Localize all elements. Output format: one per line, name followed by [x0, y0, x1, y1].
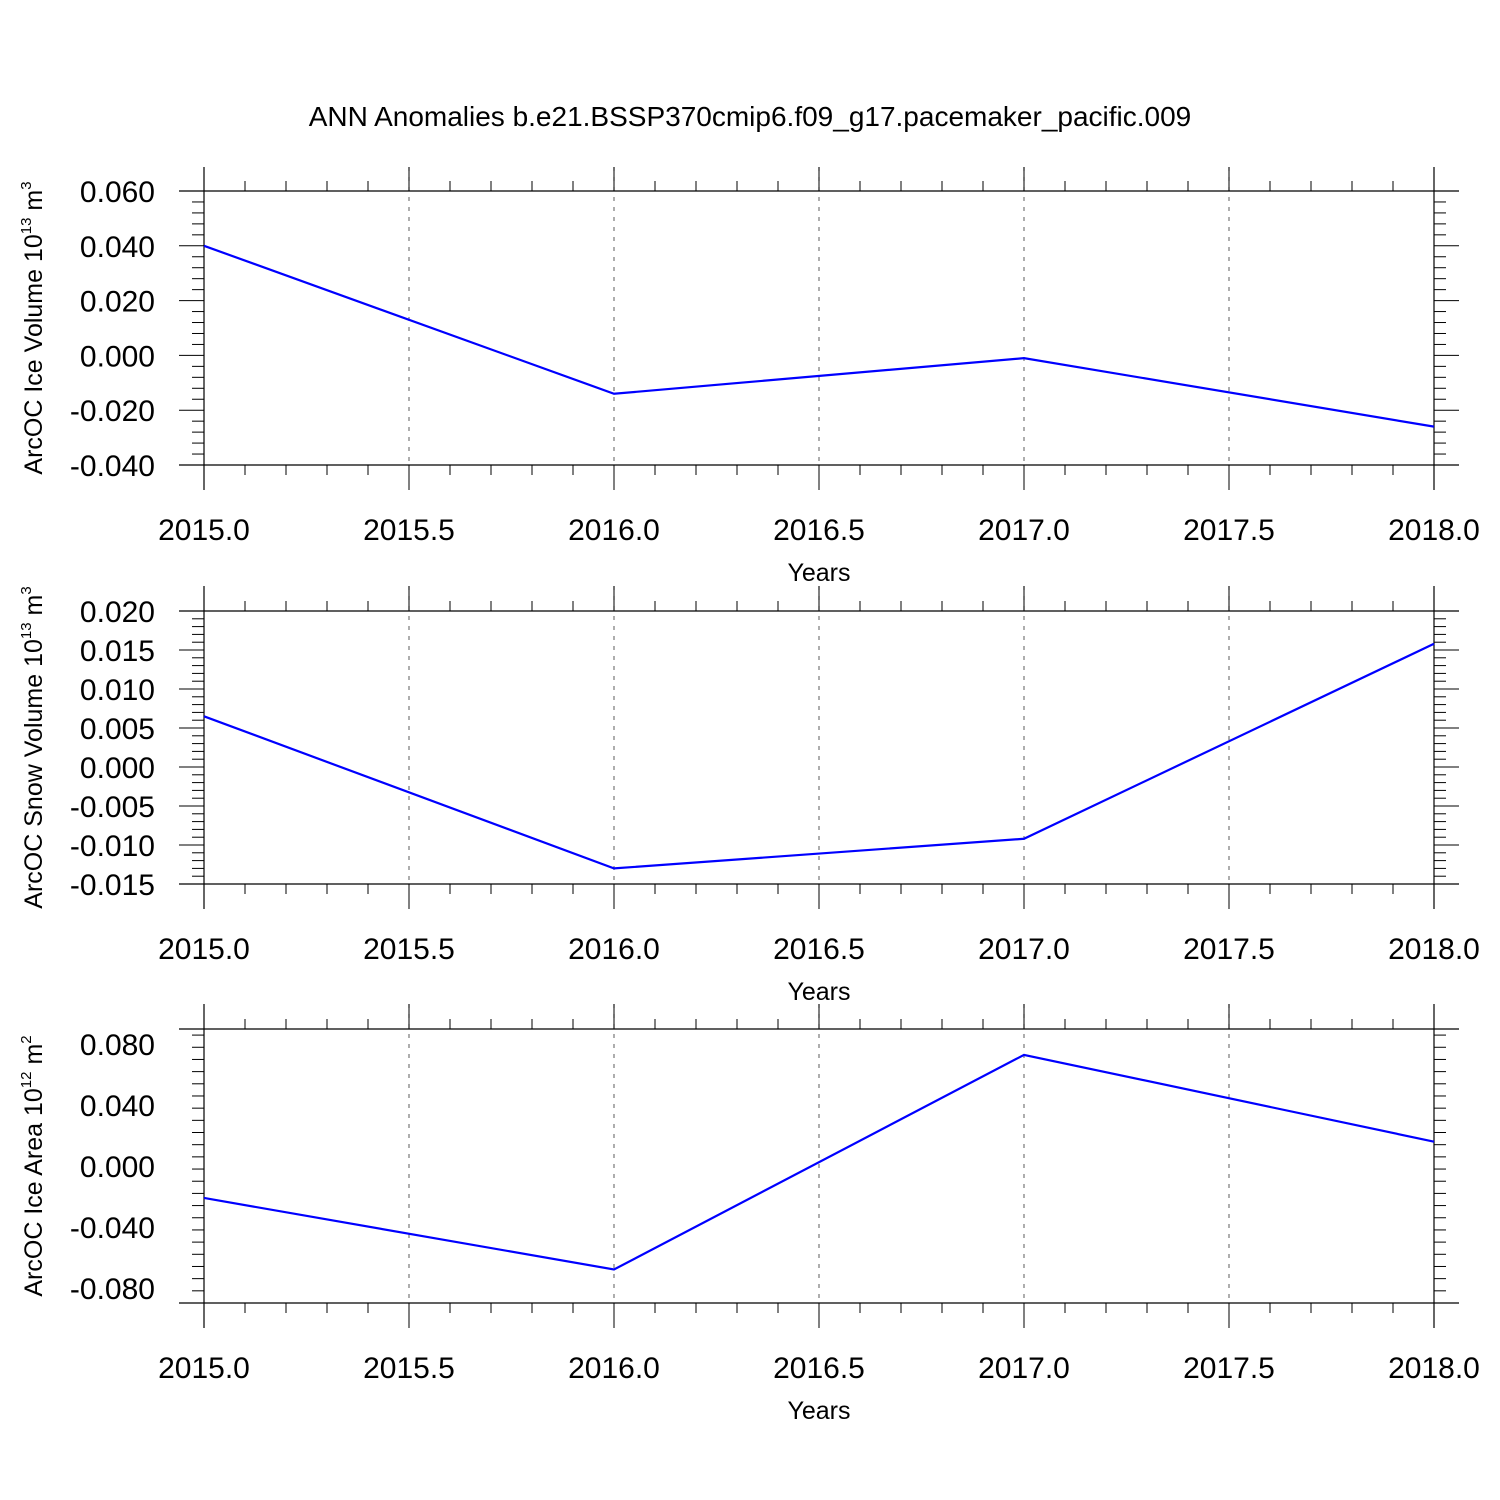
x-tick-label: 2018.0 — [1388, 514, 1480, 547]
x-tick-label: 2016.0 — [568, 933, 660, 966]
x-tick-label: 2016.0 — [568, 514, 660, 547]
y-axis-title-main: ArcOC Ice Volume 10 — [20, 234, 48, 474]
x-tick-label: 2017.0 — [978, 1352, 1070, 1385]
y-tick-label: -0.015 — [70, 869, 155, 902]
y-tick-label: -0.080 — [70, 1273, 155, 1306]
y-tick-label: 0.040 — [80, 1090, 155, 1123]
y-tick-label: -0.005 — [70, 791, 155, 824]
y-axis-title-main: ArcOC Snow Volume 10 — [20, 639, 48, 909]
y-tick-label: -0.040 — [70, 1212, 155, 1245]
x-tick-label: 2017.5 — [1183, 514, 1275, 547]
x-tick-label: 2017.0 — [978, 514, 1070, 547]
y-axis-title: ArcOC Ice Volume 1013 m3 — [18, 181, 48, 474]
x-tick-label: 2015.0 — [158, 514, 250, 547]
x-tick-label: 2016.5 — [773, 1352, 865, 1385]
y-tick-label: 0.060 — [80, 176, 155, 209]
y-tick-label: 0.010 — [80, 674, 155, 707]
y-tick-label: 0.000 — [80, 1151, 155, 1184]
y-axis-title-unit_exp: 3 — [18, 181, 35, 189]
y-tick-label: 0.020 — [80, 596, 155, 629]
y-axis-title-exp: 13 — [18, 622, 35, 639]
panel-1: 2015.0 2015.5 2016.0 2016.5 2017.0 2017.5 2018… — [18, 167, 1480, 587]
x-tick-label: 2015.0 — [158, 933, 250, 966]
y-tick-label: 0.000 — [80, 340, 155, 373]
x-tick-label: 2016.0 — [568, 1352, 660, 1385]
y-axis-title-exp: 13 — [18, 218, 35, 235]
x-axis-title: Years — [787, 559, 850, 587]
series-line — [203, 642, 1435, 870]
x-tick-label: 2015.0 — [158, 1352, 250, 1385]
y-axis-title-unit_exp: 2 — [18, 1035, 35, 1043]
y-tick-label: 0.005 — [80, 713, 155, 746]
x-tick-label: 2015.5 — [363, 514, 455, 547]
x-tick-label: 2015.5 — [363, 1352, 455, 1385]
series-line — [203, 1053, 1435, 1271]
x-tick-label: 2015.5 — [363, 933, 455, 966]
x-tick-label: 2018.0 — [1388, 1352, 1480, 1385]
y-axis-title-unit: m — [20, 1044, 48, 1072]
y-axis-title-unit_exp: 3 — [18, 586, 35, 594]
x-axis-title: Years — [787, 978, 850, 1006]
x-tick-label: 2016.5 — [773, 933, 865, 966]
x-tick-label: 2018.0 — [1388, 933, 1480, 966]
panel-3: 2015.0 2015.5 2016.0 2016.5 2017.0 2017.5 2018… — [18, 1004, 1480, 1425]
panel-2: 2015.0 2015.5 2016.0 2016.5 2017.0 2017.5 2018… — [18, 586, 1480, 1006]
x-tick-label: 2016.5 — [773, 514, 865, 547]
y-axis-title: ArcOC Ice Area 1012 m2 — [18, 1035, 48, 1296]
y-axis-title: ArcOC Snow Volume 1013 m3 — [18, 586, 48, 908]
y-tick-label: -0.040 — [70, 450, 155, 483]
x-axis-title: Years — [787, 1397, 850, 1425]
y-tick-label: -0.020 — [70, 395, 155, 428]
x-tick-label: 2017.5 — [1183, 1352, 1275, 1385]
x-tick-label: 2017.0 — [978, 933, 1070, 966]
y-axis-title-unit: m — [20, 190, 48, 218]
panels: 2015.0 2015.5 2016.0 2016.5 2017.0 2017.5 2018… — [18, 167, 1480, 1425]
y-axis-title-main: ArcOC Ice Area 10 — [20, 1088, 48, 1296]
y-axis-title-unit: m — [20, 595, 48, 623]
series-line — [203, 244, 1435, 428]
x-tick-label: 2017.5 — [1183, 933, 1275, 966]
y-tick-label: 0.040 — [80, 231, 155, 264]
y-tick-label: 0.015 — [80, 635, 155, 668]
y-axis-title-exp: 12 — [18, 1072, 35, 1089]
y-tick-label: 0.080 — [80, 1029, 155, 1062]
y-tick-label: 0.000 — [80, 752, 155, 785]
y-tick-label: -0.010 — [70, 830, 155, 863]
y-tick-label: 0.020 — [80, 286, 155, 319]
figure-title: ANN Anomalies b.e21.BSSP370cmip6.f09_g17… — [309, 101, 1192, 132]
